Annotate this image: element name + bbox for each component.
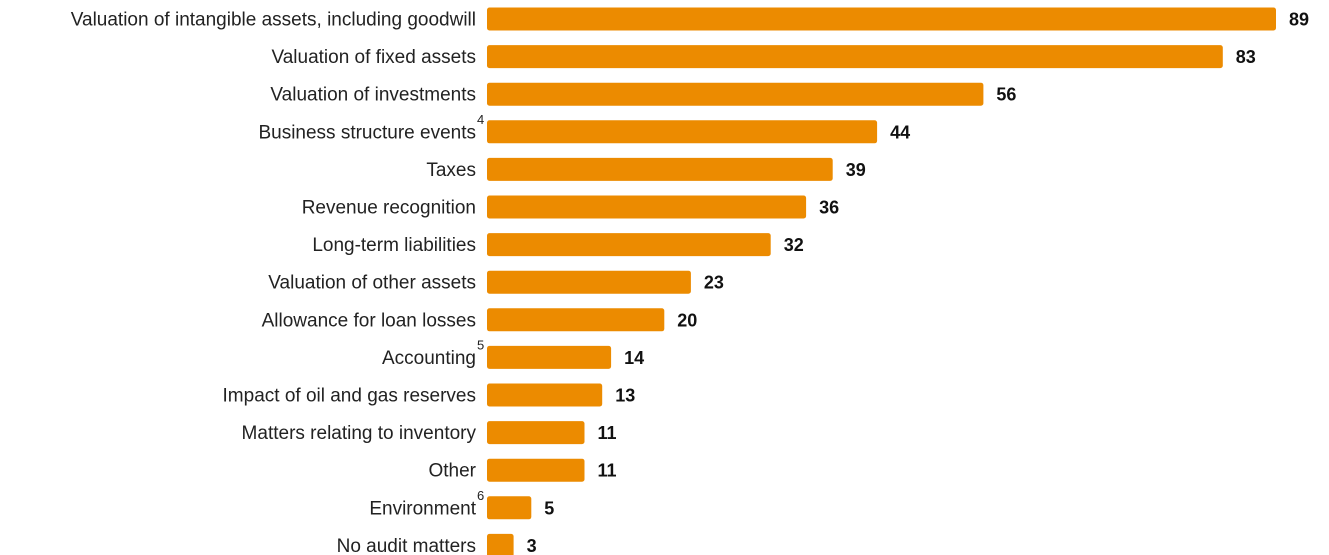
footnote-marker-environment: 6 — [477, 488, 484, 503]
category-label-environment: Environment — [369, 498, 476, 519]
bar-business-structure-events — [487, 120, 878, 144]
category-label-taxes: Taxes — [426, 160, 476, 181]
category-label-no-audit-matters: No audit matters — [337, 536, 476, 555]
value-label-long-term-liabilities: 32 — [784, 235, 804, 255]
category-labels-layer: Valuation of intangible assets, includin… — [71, 10, 484, 555]
bar-valuation-of-fixed-assets — [487, 45, 1223, 69]
value-label-accounting: 14 — [624, 348, 644, 368]
footnote-marker-business-structure-events: 4 — [477, 112, 484, 127]
bar-valuation-of-investments — [487, 82, 984, 106]
value-label-valuation-of-intangible-assets-including-goodwill: 89 — [1289, 10, 1309, 30]
bar-matters-relating-to-inventory — [487, 421, 585, 445]
bar-valuation-of-other-assets — [487, 270, 691, 294]
value-label-valuation-of-other-assets: 23 — [704, 273, 724, 293]
bar-revenue-recognition — [487, 195, 807, 219]
value-label-environment: 5 — [544, 498, 554, 518]
category-label-long-term-liabilities: Long-term liabilities — [312, 235, 476, 256]
category-label-valuation-of-intangible-assets-including-goodwill: Valuation of intangible assets, includin… — [71, 10, 476, 31]
category-label-matters-relating-to-inventory: Matters relating to inventory — [242, 423, 477, 444]
bar-environment — [487, 496, 532, 520]
category-label-impact-of-oil-and-gas-reserves: Impact of oil and gas reserves — [223, 386, 476, 407]
bar-taxes — [487, 157, 833, 181]
bar-no-audit-matters — [487, 533, 514, 555]
value-label-taxes: 39 — [846, 160, 866, 180]
category-label-revenue-recognition: Revenue recognition — [302, 198, 476, 219]
value-label-revenue-recognition: 36 — [819, 198, 839, 218]
value-label-business-structure-events: 44 — [890, 122, 910, 142]
value-labels-layer: 89 83 56 44 39 36 32 23 20 14 13 11 11 53 — [527, 10, 1309, 555]
value-label-impact-of-oil-and-gas-reserves: 13 — [615, 386, 635, 406]
bar-accounting — [487, 345, 612, 369]
category-label-valuation-of-other-assets: Valuation of other assets — [268, 273, 476, 294]
value-label-no-audit-matters: 3 — [527, 536, 537, 555]
category-label-accounting: Accounting — [382, 348, 476, 369]
value-label-valuation-of-investments: 56 — [996, 85, 1016, 105]
bar-allowance-for-loan-losses — [487, 308, 665, 332]
category-label-valuation-of-fixed-assets: Valuation of fixed assets — [271, 47, 476, 68]
value-label-matters-relating-to-inventory: 11 — [598, 423, 617, 443]
category-label-business-structure-events: Business structure events — [258, 122, 476, 143]
category-label-allowance-for-loan-losses: Allowance for loan losses — [262, 310, 476, 331]
bar-valuation-of-intangible-assets-including-goodwill — [487, 7, 1276, 31]
value-label-allowance-for-loan-losses: 20 — [677, 310, 697, 330]
footnote-marker-accounting: 5 — [477, 337, 484, 352]
value-label-valuation-of-fixed-assets: 83 — [1236, 47, 1256, 67]
bars-layer — [487, 7, 1276, 555]
category-label-valuation-of-investments: Valuation of investments — [270, 85, 476, 106]
value-label-other: 11 — [598, 461, 617, 481]
bar-long-term-liabilities — [487, 233, 771, 257]
bar-other — [487, 458, 585, 482]
category-label-other: Other — [428, 461, 476, 482]
bar-impact-of-oil-and-gas-reserves — [487, 383, 603, 407]
